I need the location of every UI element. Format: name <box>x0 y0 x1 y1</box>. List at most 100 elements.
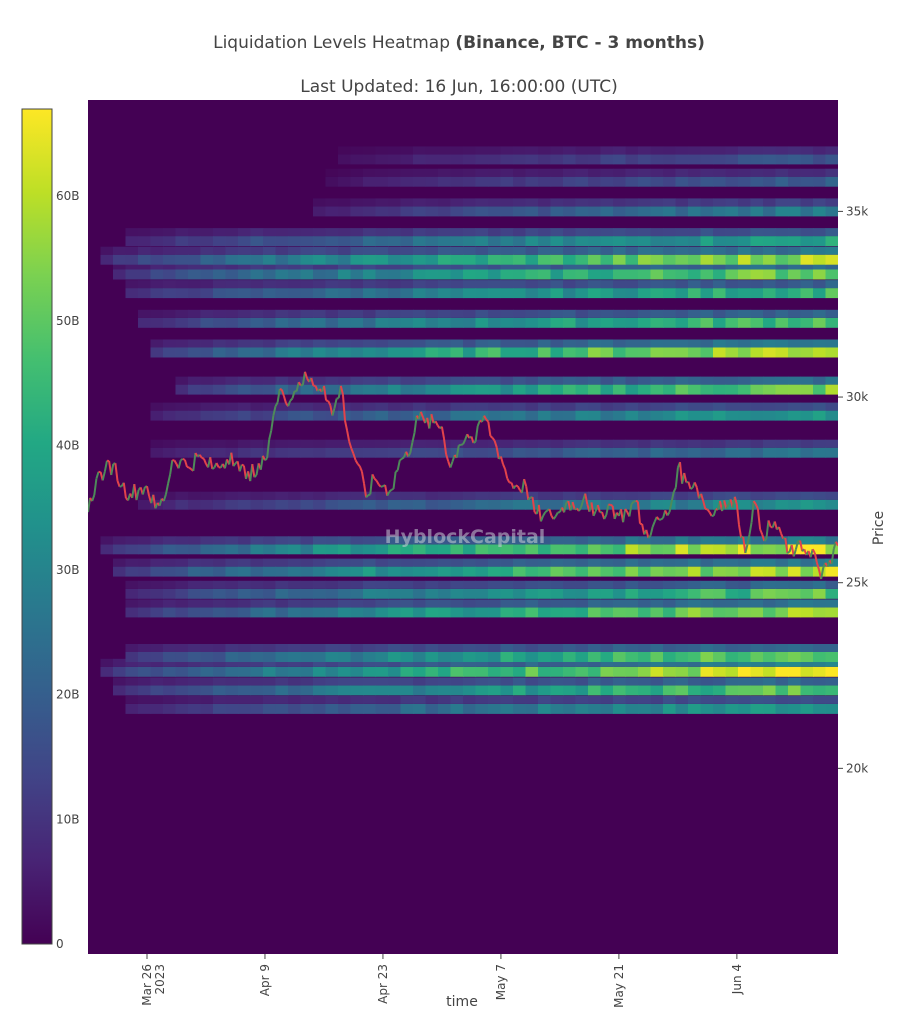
heatmap-cell <box>825 146 838 155</box>
heatmap-cell <box>463 447 477 458</box>
heatmap-cell <box>288 402 302 411</box>
heatmap-cell <box>725 599 739 608</box>
heatmap-cell <box>275 652 289 662</box>
heatmap-cell <box>163 588 177 599</box>
heatmap-cell <box>350 402 364 411</box>
heatmap-cell <box>688 491 702 500</box>
heatmap-cell <box>663 558 677 567</box>
heatmap-cell <box>213 347 227 358</box>
heatmap-cell <box>300 246 314 255</box>
heatmap-cell <box>750 280 764 289</box>
heatmap-cell <box>413 402 427 411</box>
heatmap-cell <box>375 254 389 265</box>
heatmap-cell <box>150 652 164 662</box>
heatmap-cell <box>813 236 827 247</box>
heatmap-cell <box>288 695 302 704</box>
heatmap-cell <box>663 536 677 545</box>
heatmap-cell <box>225 280 239 289</box>
heatmap-cell <box>625 447 639 458</box>
heatmap-cell <box>163 280 177 289</box>
heatmap-cell <box>313 685 327 696</box>
price-segment <box>578 506 582 512</box>
heatmap-cell <box>388 402 402 411</box>
heatmap-cell <box>763 447 777 458</box>
heatmap-cell <box>800 607 814 618</box>
heatmap-cell <box>363 599 377 608</box>
heatmap-cell <box>538 309 552 318</box>
heatmap-cell <box>450 146 464 155</box>
heatmap-cell <box>388 254 402 265</box>
heatmap-cell <box>813 280 827 289</box>
heatmap-cell <box>763 246 777 255</box>
heatmap-cell <box>825 588 838 599</box>
heatmap-cell <box>500 536 514 545</box>
heatmap-cell <box>550 499 564 510</box>
heatmap-cell <box>438 280 452 289</box>
price-segment <box>268 430 273 440</box>
heatmap-cell <box>225 339 239 348</box>
heatmap-cell <box>438 384 452 395</box>
heatmap-cell <box>775 254 789 265</box>
heatmap-cell <box>325 544 339 555</box>
heatmap-cell <box>600 376 614 385</box>
heatmap-cell <box>675 198 689 207</box>
heatmap-cell <box>463 146 477 155</box>
heatmap-cell <box>225 309 239 318</box>
heatmap-cell <box>175 677 189 686</box>
heatmap-cell <box>425 288 439 299</box>
heatmap-cell <box>513 206 527 217</box>
heatmap-cell <box>775 198 789 207</box>
heatmap-cell <box>388 317 402 328</box>
heatmap-cell <box>325 658 339 667</box>
heatmap-cell <box>363 652 377 662</box>
heatmap-cell <box>238 280 252 289</box>
heatmap-cell <box>400 384 414 395</box>
heatmap-cell <box>213 280 227 289</box>
heatmap-cell <box>413 499 427 510</box>
price-segment <box>331 407 336 416</box>
heatmap-cell <box>763 347 777 358</box>
heatmap-cell <box>525 566 539 577</box>
heatmap-cell <box>238 558 252 567</box>
heatmap-cell <box>538 666 552 677</box>
heatmap-cell <box>763 499 777 510</box>
heatmap-cell <box>750 439 764 448</box>
heatmap-cell <box>363 176 377 187</box>
heatmap-cell <box>775 176 789 187</box>
heatmap-cell <box>800 317 814 328</box>
heatmap-cell <box>263 280 277 289</box>
heatmap-cell <box>688 566 702 577</box>
heatmap-cell <box>200 677 214 686</box>
heatmap-cell <box>575 644 589 652</box>
heatmap-cell <box>188 536 202 545</box>
heatmap-cell <box>425 658 439 667</box>
heatmap-cell <box>200 566 214 577</box>
heatmap-cell <box>288 644 302 652</box>
heatmap-cell <box>375 544 389 555</box>
heatmap-cell <box>338 439 352 448</box>
price-segment <box>266 439 271 459</box>
heatmap-cell <box>338 558 352 567</box>
heatmap-cell <box>125 280 139 289</box>
heatmap-cell <box>788 588 802 599</box>
price-segment <box>767 520 772 528</box>
heatmap-cell <box>638 677 652 686</box>
heatmap-cell <box>375 588 389 599</box>
heatmap-cell <box>475 580 489 589</box>
heatmap-cell <box>775 347 789 358</box>
heatmap-cell <box>163 607 177 618</box>
heatmap-cell <box>438 288 452 299</box>
heatmap-cell <box>750 566 764 577</box>
price-segment <box>610 503 614 507</box>
heatmap-cell <box>363 658 377 667</box>
heatmap-cell <box>450 580 464 589</box>
heatmap-cell <box>763 599 777 608</box>
heatmap-cell <box>563 154 577 165</box>
heatmap-cell <box>238 677 252 686</box>
heatmap-cell <box>763 491 777 500</box>
heatmap-cell <box>475 309 489 318</box>
heatmap-cell <box>763 146 777 155</box>
heatmap-cell <box>800 376 814 385</box>
heatmap-cell <box>650 168 664 177</box>
heatmap-cell <box>763 254 777 265</box>
